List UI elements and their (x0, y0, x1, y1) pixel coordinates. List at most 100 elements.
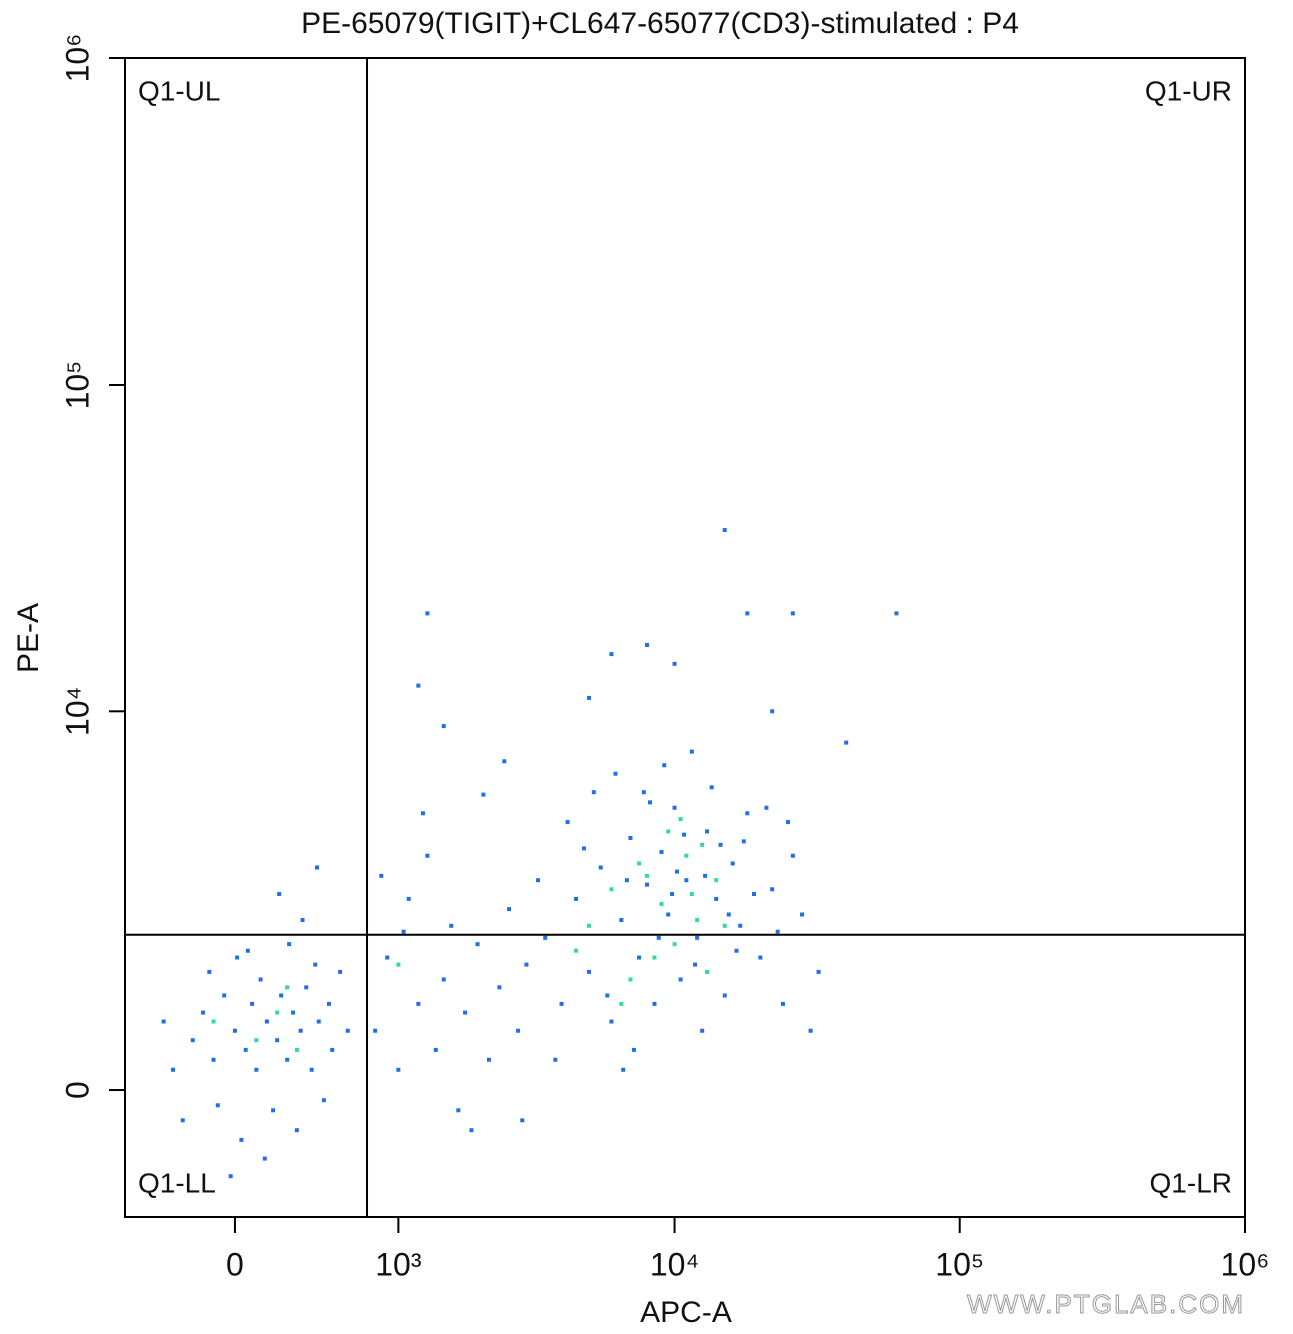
event-dot (294, 1128, 299, 1133)
event-dot (321, 1098, 326, 1103)
event-dot (304, 985, 309, 990)
event-dot (433, 1047, 438, 1052)
event-dot (722, 528, 727, 533)
event-dot (734, 948, 739, 953)
event-dot (300, 918, 305, 923)
event-dot (678, 817, 683, 822)
event-dot (275, 1038, 280, 1043)
event-dot (745, 611, 750, 616)
event-dot (800, 912, 805, 917)
event-dot (586, 923, 591, 928)
event-dot (605, 993, 610, 998)
event-dot (211, 1057, 216, 1062)
event-dot (695, 918, 700, 923)
event-dot (738, 923, 743, 928)
event-dot (553, 1057, 558, 1062)
event-dot (636, 861, 641, 866)
event-dot (264, 1019, 269, 1024)
event-dot (211, 1019, 216, 1024)
event-dot (624, 878, 629, 883)
event-dot (609, 1019, 614, 1024)
event-dot (581, 846, 586, 851)
event-dot (709, 785, 714, 790)
event-dot (609, 652, 614, 657)
event-dot (586, 695, 591, 700)
event-dot (180, 1118, 185, 1123)
event-dot (315, 865, 320, 870)
event-dot (215, 1103, 220, 1108)
event-dot (536, 878, 541, 883)
event-dot (559, 1001, 564, 1006)
event-dot (373, 1028, 378, 1033)
event-dot (345, 1028, 350, 1033)
event-dot (254, 1067, 259, 1072)
event-dot (262, 1156, 267, 1161)
event-dot (844, 740, 849, 745)
event-dot (621, 1067, 626, 1072)
event-dot (313, 962, 318, 967)
chart-title: PE-65079(TIGIT)+CL647-65077(CD3)-stimula… (301, 7, 1019, 40)
event-dot (745, 811, 750, 816)
event-dot (894, 611, 899, 616)
event-dot (726, 912, 731, 917)
event-dot (675, 869, 680, 874)
event-dot (718, 842, 723, 847)
event-dot (228, 1174, 233, 1179)
event-dot (232, 1028, 237, 1033)
event-dot (291, 1010, 296, 1015)
event-dot (271, 1108, 276, 1113)
event-dot (764, 805, 769, 810)
event-dot (722, 993, 727, 998)
event-dot (171, 1067, 176, 1072)
y-axis-label: PE-A (12, 603, 45, 673)
watermark: WWW.PTGLAB.COM (967, 1289, 1245, 1319)
event-dot (770, 887, 775, 892)
event-dot (785, 820, 790, 825)
event-dot (628, 977, 633, 982)
event-dot (672, 661, 677, 666)
event-dot (481, 792, 486, 797)
event-dot (207, 969, 212, 974)
x-tick-label: 10⁴ (650, 1246, 699, 1282)
event-dot (449, 923, 454, 928)
event-dot (379, 873, 384, 878)
event-dot (425, 853, 430, 858)
event-dot (682, 832, 687, 837)
event-dot (456, 1108, 461, 1113)
event-dot (644, 882, 649, 887)
event-dot (722, 923, 727, 928)
event-dot (666, 912, 671, 917)
quadrant-label: Q1-LR (1150, 1167, 1232, 1198)
event-dot (641, 790, 646, 795)
event-dot (463, 1010, 468, 1015)
event-dot (385, 955, 390, 960)
event-dot (790, 611, 795, 616)
quadrant-label: Q1-UL (138, 75, 220, 106)
event-dot (275, 1010, 280, 1015)
event-dot (243, 1047, 248, 1052)
event-dot (672, 942, 677, 947)
event-dot (294, 1047, 299, 1052)
event-dot (520, 1118, 525, 1123)
event-dot (700, 1028, 705, 1033)
event-dot (396, 962, 401, 967)
event-dot (619, 1001, 624, 1006)
event-dot (475, 942, 480, 947)
event-dot (161, 1019, 166, 1024)
event-dot (613, 771, 618, 776)
event-dot (441, 724, 446, 729)
event-dot (741, 839, 746, 844)
event-dot (684, 878, 689, 883)
event-dot (598, 865, 603, 870)
event-dot (758, 955, 763, 960)
event-dot (700, 842, 705, 847)
event-dot (524, 962, 529, 967)
event-dot (285, 985, 290, 990)
event-dot (672, 805, 677, 810)
event-dot (235, 955, 240, 960)
event-dot (441, 977, 446, 982)
event-dot (574, 948, 579, 953)
event-dot (250, 1001, 255, 1006)
event-dot (714, 896, 719, 901)
